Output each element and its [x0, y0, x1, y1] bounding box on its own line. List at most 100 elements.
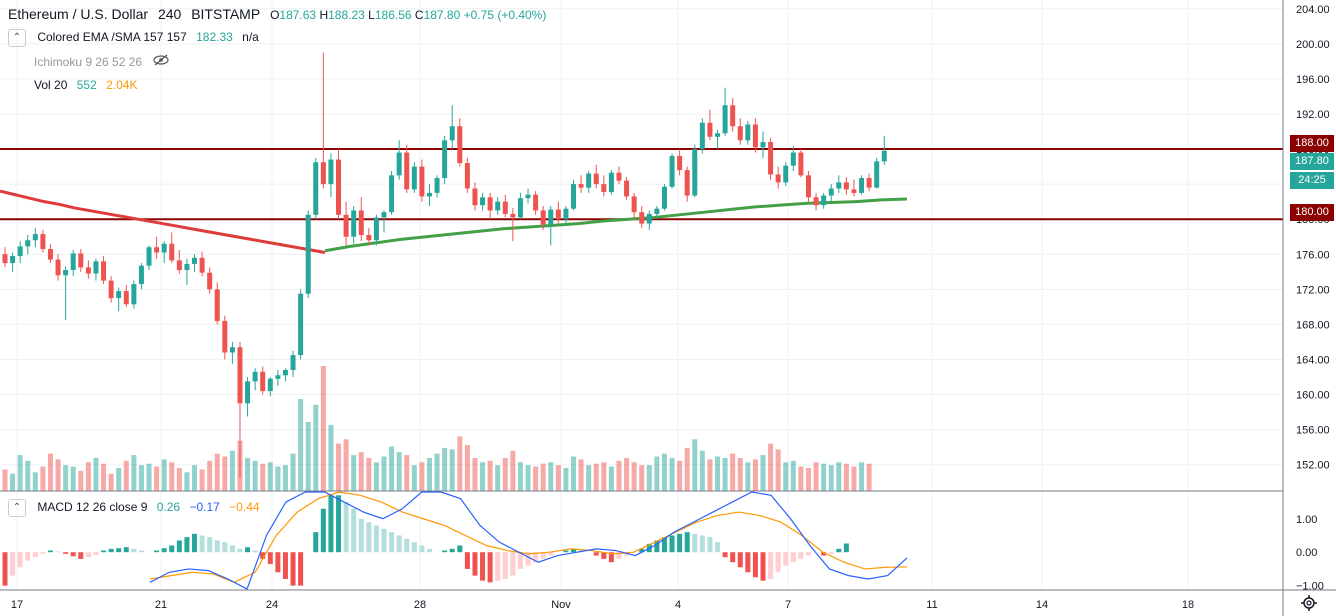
volume-bar [290, 453, 296, 491]
candle-body [836, 182, 842, 189]
low-value: 186.56 [374, 8, 412, 22]
volume-bar [768, 443, 774, 491]
candle-body [93, 261, 99, 274]
candle-body [790, 152, 796, 166]
interval-label[interactable]: 240 [157, 6, 182, 22]
volume-bar [47, 453, 53, 491]
volume-bar [260, 463, 266, 491]
price-tick-label: 172.00 [1296, 284, 1330, 296]
volume-bar [859, 462, 865, 491]
candle-body [313, 162, 319, 215]
collapse-chevron-icon[interactable]: ⌃ [8, 499, 26, 517]
time-tick-label: 28 [414, 599, 426, 611]
macd-hist-bar [282, 552, 288, 579]
candle-body [123, 291, 129, 305]
volume-bar [495, 465, 501, 491]
candle-body [199, 257, 205, 273]
low-label: L [368, 8, 375, 22]
collapse-chevron-icon[interactable]: ⌃ [8, 29, 26, 47]
macd-axis[interactable]: 1.00 0.00 −1.00 [1296, 514, 1324, 593]
candle-body [336, 159, 342, 215]
volume-bar [442, 447, 448, 491]
volume-bar [146, 463, 152, 491]
ema-legend[interactable]: ⌃ Colored EMA /SMA 157 157 182.33 n/a [8, 29, 259, 47]
price-tick-label: 192.00 [1296, 109, 1330, 121]
volume-bar [426, 457, 432, 491]
candle-body [78, 253, 84, 268]
macd-hist-bar [199, 535, 205, 553]
volume-bar [298, 399, 304, 491]
time-axis[interactable]: 17 21 24 28 Nov 4 7 11 14 18 [11, 599, 1194, 611]
candle-body [358, 210, 364, 235]
volume-bar [32, 472, 38, 491]
ichimoku-legend[interactable]: Ichimoku 9 26 52 26 [34, 54, 170, 69]
settings-gear-icon[interactable] [1301, 595, 1317, 611]
candle-body [525, 194, 531, 199]
symbol-title[interactable]: Ethereum / U.S. Dollar [8, 6, 149, 22]
macd-hist-bar [548, 552, 554, 556]
time-tick-label: 18 [1182, 599, 1194, 611]
volume-bar [836, 462, 842, 491]
volume-bar [593, 463, 599, 491]
price-tick-label: 160.00 [1296, 390, 1330, 402]
price-tick-label: 196.00 [1296, 74, 1330, 86]
volume-bar [93, 457, 99, 491]
macd-hist-bar [192, 533, 197, 553]
candle-body [775, 174, 781, 183]
macd-hist-bar [821, 552, 827, 556]
macd-hist-bar [517, 552, 523, 569]
macd-hist-bar [752, 552, 758, 578]
volume-bar [192, 465, 197, 491]
macd-hist-bar [442, 550, 448, 553]
candle-body [176, 260, 182, 271]
candle-body [722, 105, 728, 134]
volume-bar [70, 466, 76, 491]
candle-body [10, 256, 16, 264]
macd-hist-bar [828, 552, 834, 554]
volume-bar [313, 404, 319, 491]
volume-bar [101, 463, 107, 491]
macd-hist-bar [245, 547, 251, 553]
candle-body [752, 124, 758, 148]
macd-hist-bar [10, 552, 16, 576]
macd-hist-bar [502, 552, 508, 579]
candle-body [699, 122, 705, 150]
macd-legend[interactable]: ⌃ MACD 12 26 close 9 0.26 −0.17 −0.44 [8, 499, 260, 517]
candle-body [192, 257, 197, 264]
volume-bar [419, 462, 425, 491]
candle-body [32, 234, 38, 241]
candle-body [138, 265, 144, 285]
candle-body [510, 213, 516, 218]
macd-hist-bar [123, 547, 129, 553]
volume-bar [571, 456, 576, 491]
candle-body [298, 293, 304, 356]
candle-body [237, 347, 243, 404]
volume-bar [616, 460, 622, 491]
time-tick-label: 21 [155, 599, 167, 611]
candle-body [207, 272, 213, 290]
macd-hist-bar [351, 508, 357, 553]
volume-bar [343, 439, 349, 491]
volume-legend[interactable]: Vol 20 552 2.04K [34, 78, 137, 92]
ohlc-values: O187.63 H188.23 L186.56 C187.80 +0.75 (+… [270, 8, 546, 22]
candle-body [548, 209, 554, 225]
volume-bar [328, 424, 334, 491]
volume-bar [722, 457, 728, 491]
candle-body [305, 214, 311, 294]
volume-bar [222, 456, 228, 491]
price-tick-label: 200.00 [1296, 39, 1330, 51]
candle-body [578, 184, 584, 188]
hidden-eye-icon[interactable] [153, 54, 170, 69]
volume-bar [85, 462, 91, 491]
candle-body [55, 259, 61, 276]
candle-body [396, 152, 402, 176]
macd-hist-bar [298, 552, 304, 586]
candle-body [154, 247, 160, 253]
macd-hist-bar [207, 537, 213, 553]
ema-name: Colored EMA /SMA 157 157 [37, 30, 187, 45]
volume-bar [624, 457, 630, 491]
macd-hist-bar [510, 552, 516, 576]
candle-body [282, 370, 288, 376]
